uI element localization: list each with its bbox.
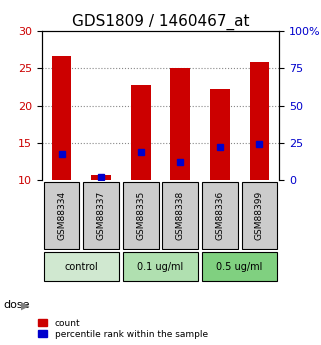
Bar xyxy=(52,56,71,180)
Text: GSM88337: GSM88337 xyxy=(97,191,106,240)
Text: GSM88335: GSM88335 xyxy=(136,191,145,240)
Bar xyxy=(210,89,230,180)
Text: ▶: ▶ xyxy=(21,300,29,310)
FancyBboxPatch shape xyxy=(123,252,198,281)
Legend: count, percentile rank within the sample: count, percentile rank within the sample xyxy=(37,317,210,341)
FancyBboxPatch shape xyxy=(83,182,119,249)
Text: GSM88334: GSM88334 xyxy=(57,191,66,240)
Text: control: control xyxy=(65,262,98,272)
Bar xyxy=(131,85,151,180)
FancyBboxPatch shape xyxy=(162,182,198,249)
Title: GDS1809 / 1460467_at: GDS1809 / 1460467_at xyxy=(72,13,249,30)
Text: 0.5 ug/ml: 0.5 ug/ml xyxy=(216,262,263,272)
Text: dose: dose xyxy=(3,300,30,310)
FancyBboxPatch shape xyxy=(202,252,277,281)
FancyBboxPatch shape xyxy=(44,252,119,281)
Text: GSM88338: GSM88338 xyxy=(176,191,185,240)
Text: 0.1 ug/ml: 0.1 ug/ml xyxy=(137,262,184,272)
Text: GSM88336: GSM88336 xyxy=(215,191,224,240)
Bar xyxy=(91,175,111,180)
Text: GSM88399: GSM88399 xyxy=(255,191,264,240)
FancyBboxPatch shape xyxy=(202,182,238,249)
FancyBboxPatch shape xyxy=(242,182,277,249)
FancyBboxPatch shape xyxy=(123,182,159,249)
Bar xyxy=(170,68,190,180)
FancyBboxPatch shape xyxy=(44,182,79,249)
Bar xyxy=(249,62,269,180)
